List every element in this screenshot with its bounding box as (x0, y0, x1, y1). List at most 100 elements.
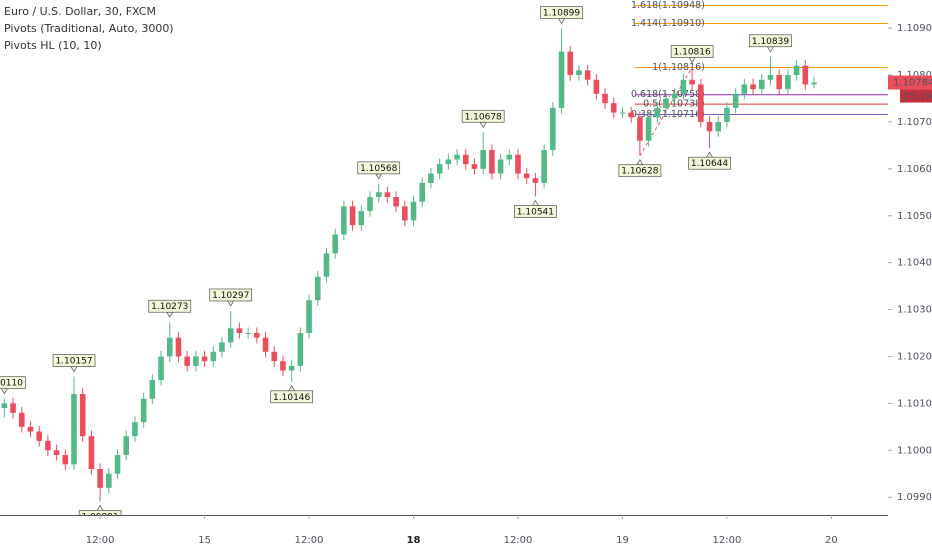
pivot-text: 1.10157 (55, 357, 92, 367)
candle-body (732, 93, 739, 108)
candle-body (314, 276, 321, 301)
last-price-box (888, 75, 932, 90)
candle-body (332, 234, 338, 254)
candle-body (97, 469, 103, 488)
candle-body (297, 333, 304, 366)
pivot-pointer (636, 159, 644, 166)
candle-body (576, 70, 582, 76)
candle-body (532, 178, 539, 183)
candle-body (184, 356, 190, 366)
candle-body (489, 150, 495, 174)
pivot-label: 1.09891 (78, 504, 122, 515)
fib-level-label: 1(1.10816) (652, 62, 705, 73)
pivot-text: 1.10839 (752, 37, 789, 47)
pivot-label: 1.10899 (540, 6, 583, 25)
pivot-box (540, 6, 583, 19)
candle-body (236, 328, 243, 334)
candle-body (166, 337, 173, 357)
pivot-pointer (288, 385, 296, 392)
y-tick-label: 1.10400 (897, 258, 932, 269)
y-tick-label: 1.10300 (897, 305, 932, 316)
candle-body (689, 79, 695, 85)
pivot-label: 1.10146 (270, 385, 313, 404)
candle-body (811, 82, 817, 85)
candle-body (79, 393, 86, 437)
chart-title: Euro / U.S. Dollar, 30, FXCM (4, 5, 156, 18)
candle-body (88, 436, 95, 470)
last-price-label: 1.10784 (893, 78, 932, 89)
x-tick-label: 12:00 (86, 535, 115, 546)
pivot-box (514, 205, 557, 218)
candle-body (149, 379, 156, 399)
fib-level-label: 0.5(1.10738) (643, 99, 705, 110)
candle-body (280, 361, 286, 371)
candle-body (62, 454, 69, 465)
pivot-pointer (766, 46, 775, 53)
candle-body (227, 328, 234, 343)
pivot-label: 1.10157 (52, 354, 96, 373)
y-tick-label: 1.10600 (897, 164, 932, 175)
pivot-label: 1.10839 (749, 34, 792, 53)
candle-body (550, 107, 556, 151)
candle-body (454, 154, 460, 160)
pivot-pointer (531, 199, 540, 206)
candle-body (306, 300, 312, 334)
pivot-label: 1.10110 (0, 376, 26, 395)
candle-body (193, 356, 199, 366)
candle-body (497, 159, 504, 174)
candle-body (71, 393, 77, 465)
candle-body (645, 117, 652, 141)
pivot-box (749, 34, 792, 48)
pivot-label: 1.10678 (461, 109, 505, 128)
pivot-box (209, 288, 253, 302)
candle-body (480, 150, 486, 169)
candle-body (358, 211, 365, 226)
x-tick-label: 19 (616, 535, 629, 546)
candle-body (367, 196, 373, 212)
pivot-text: 1.10541 (517, 208, 554, 218)
x-tick-label: 12:00 (504, 535, 533, 546)
y-tick-label: 1.09900 (897, 492, 932, 503)
candle-body (567, 51, 574, 76)
fib-level-label: 1.414(1.10910) (631, 18, 705, 29)
candle-body (419, 182, 426, 202)
pivot-text: 1.10110 (0, 379, 23, 389)
pivot-box (270, 390, 313, 404)
candle-body (593, 79, 600, 94)
candle-body (271, 351, 278, 362)
candle-body (506, 154, 513, 160)
pivot-text: 1.10273 (151, 302, 188, 312)
candle-body (515, 154, 521, 174)
pivot-pointer (375, 173, 383, 180)
pivot-pointer (166, 311, 174, 318)
pivot-text: 1.10899 (543, 9, 580, 19)
fib-level-label: 1.618(1.10948) (631, 0, 705, 11)
countdown-box (900, 89, 932, 103)
candle-body (132, 422, 138, 437)
pivot-pointer (0, 388, 8, 395)
pivot-label: 1.10273 (148, 299, 192, 318)
candle-body (140, 398, 147, 423)
pivot-pointer (557, 18, 566, 25)
pivot-pointer (705, 151, 714, 158)
candle-body (462, 154, 469, 165)
candle-body (445, 159, 452, 165)
y-tick-label: 1.10000 (897, 445, 932, 456)
candle-body (584, 70, 591, 80)
candle-body (341, 206, 347, 235)
candle-body (323, 253, 330, 277)
pivot-box (78, 510, 122, 515)
candle-body (758, 79, 765, 90)
candle-body (219, 342, 225, 352)
pivot-text: 1.10644 (691, 159, 728, 169)
pivot-box (461, 109, 505, 123)
candle-body (680, 79, 687, 94)
candle-body (36, 431, 42, 441)
candle-body (45, 440, 51, 451)
pivot-pointer (479, 121, 487, 128)
pivot-text: 1.10568 (360, 164, 397, 174)
candle-body (201, 356, 208, 362)
candle-body (123, 436, 130, 455)
